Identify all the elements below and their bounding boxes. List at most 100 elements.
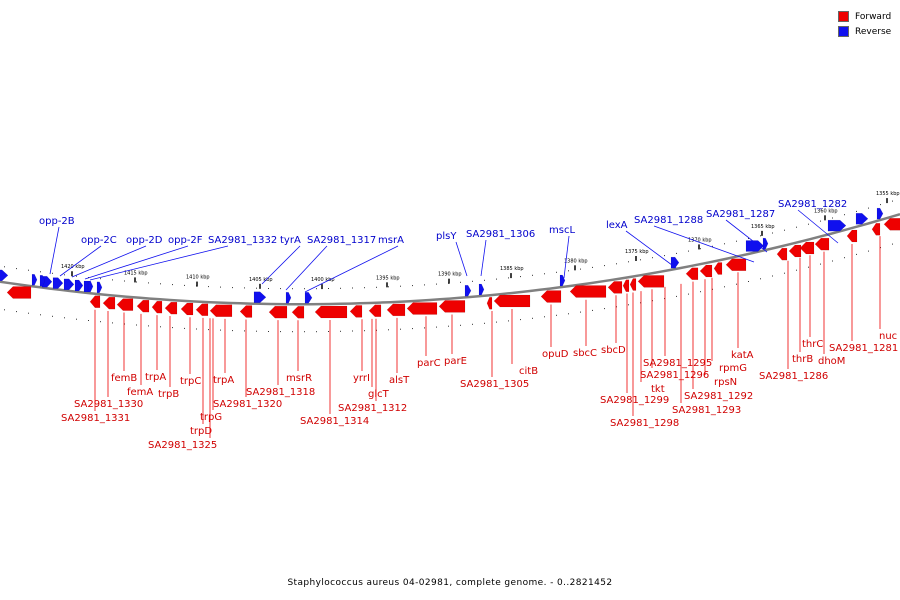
legend-item-forward: Forward — [838, 9, 891, 24]
reverse-gene-arrow — [762, 237, 769, 250]
scale-dot — [172, 327, 173, 329]
scale-dot — [460, 281, 461, 283]
reverse-label-leader — [304, 245, 399, 293]
scale-dot — [244, 330, 245, 332]
scale-dot — [136, 324, 137, 326]
scale-dot — [352, 287, 353, 289]
forward-gene-label: tkt — [651, 384, 665, 395]
forward-gene-label: SA2981_1325 — [148, 440, 217, 451]
scale-dot — [220, 286, 221, 288]
scale-dot — [388, 286, 389, 288]
scale-dot — [520, 276, 521, 278]
scale-dot — [784, 272, 785, 274]
scale-dot — [148, 282, 149, 284]
scale-dot — [28, 269, 29, 271]
scale-dot — [352, 330, 353, 332]
reverse-label-leader — [797, 209, 839, 244]
forward-gene-arrow — [314, 305, 348, 319]
forward-gene-label: thrB — [792, 354, 813, 365]
forward-gene-arrow — [209, 304, 233, 317]
scale-dot — [796, 269, 797, 271]
scale-dot — [424, 284, 425, 286]
scale-dot — [148, 325, 149, 327]
scale-dot — [76, 318, 77, 320]
scale-dot — [832, 260, 833, 262]
forward-gene-arrow — [788, 244, 802, 258]
scale-dot — [856, 253, 857, 255]
scale-dot — [796, 226, 797, 228]
scale-dot — [736, 240, 737, 242]
tick-label: 1395 kbp — [376, 275, 400, 281]
scale-dot — [700, 248, 701, 250]
reverse-label-leader — [653, 225, 755, 263]
reverse-gene-label: opp-2C — [81, 235, 117, 246]
scale-dot — [700, 291, 701, 293]
reverse-label-leader — [84, 245, 189, 280]
forward-gene-label: rpsN — [714, 377, 737, 388]
reverse-gene-label: SA2981_1288 — [634, 215, 703, 226]
reverse-gene-arrow — [855, 213, 869, 225]
scale-dot — [676, 252, 677, 254]
forward-gene-arrow — [180, 302, 194, 316]
forward-gene-arrow — [164, 301, 178, 315]
reverse-gene-label: msrA — [378, 235, 404, 246]
scale-dot — [760, 278, 761, 280]
scale-dot — [136, 281, 137, 283]
scale-dot — [208, 329, 209, 331]
scale-dot — [412, 328, 413, 330]
scale-dot — [544, 273, 545, 275]
reverse-label-leader — [49, 226, 60, 275]
scale-dot — [376, 286, 377, 288]
scale-dot — [820, 263, 821, 265]
scale-dot — [556, 314, 557, 316]
forward-gene-label: rpmG — [719, 363, 747, 374]
forward-gene-arrow — [871, 223, 881, 236]
scale-dot — [808, 266, 809, 268]
forward-gene-arrow — [6, 286, 32, 299]
scale-dot — [328, 288, 329, 289]
forward-gene-label: trpD — [190, 426, 212, 437]
scale-dot — [652, 257, 653, 259]
forward-gene-arrow — [116, 298, 134, 311]
reverse-label-leader — [71, 245, 147, 278]
forward-gene-label: SA2981_1296 — [640, 370, 709, 381]
scale-dot — [712, 245, 713, 247]
reverse-gene-arrow — [39, 275, 46, 287]
forward-gene-label: alsT — [389, 375, 410, 386]
scale-dot — [748, 238, 749, 239]
scale-dot — [172, 284, 173, 286]
forward-gene-arrow — [486, 296, 493, 310]
legend-item-reverse: Reverse — [838, 24, 891, 39]
scale-dot — [64, 317, 65, 319]
scale-dot — [592, 266, 593, 268]
reverse-gene-arrow — [96, 281, 103, 294]
scale-dot — [40, 314, 41, 316]
forward-gene-label: citB — [519, 366, 538, 377]
scale-dot — [496, 278, 497, 280]
scale-dot — [724, 243, 725, 245]
tick-label: 1390 kbp — [438, 272, 462, 278]
reverse-label-leader — [563, 235, 570, 279]
scale-dot — [604, 265, 605, 267]
scale-dot — [448, 325, 449, 327]
scale-dot — [580, 268, 581, 270]
scale-dot — [40, 271, 41, 273]
scale-dot — [868, 250, 869, 252]
scale-dot — [664, 255, 665, 257]
scale-dot — [112, 322, 113, 324]
scale-dot — [268, 331, 269, 332]
legend: Forward Reverse — [838, 9, 891, 39]
scale-dot — [316, 331, 317, 333]
forward-gene-arrow — [406, 302, 438, 315]
scale-dot — [52, 315, 53, 317]
forward-gene-label: SA2981_1331 — [61, 413, 130, 424]
scale-dot — [832, 217, 833, 219]
forward-gene-arrow — [291, 305, 305, 319]
scale-dot — [688, 250, 689, 252]
scale-dot — [112, 279, 113, 281]
reverse-gene-arrow — [304, 291, 313, 304]
scale-dot — [16, 268, 17, 270]
forward-gene-label: SA2981_1318 — [246, 387, 315, 398]
forward-gene-arrow — [136, 299, 150, 313]
